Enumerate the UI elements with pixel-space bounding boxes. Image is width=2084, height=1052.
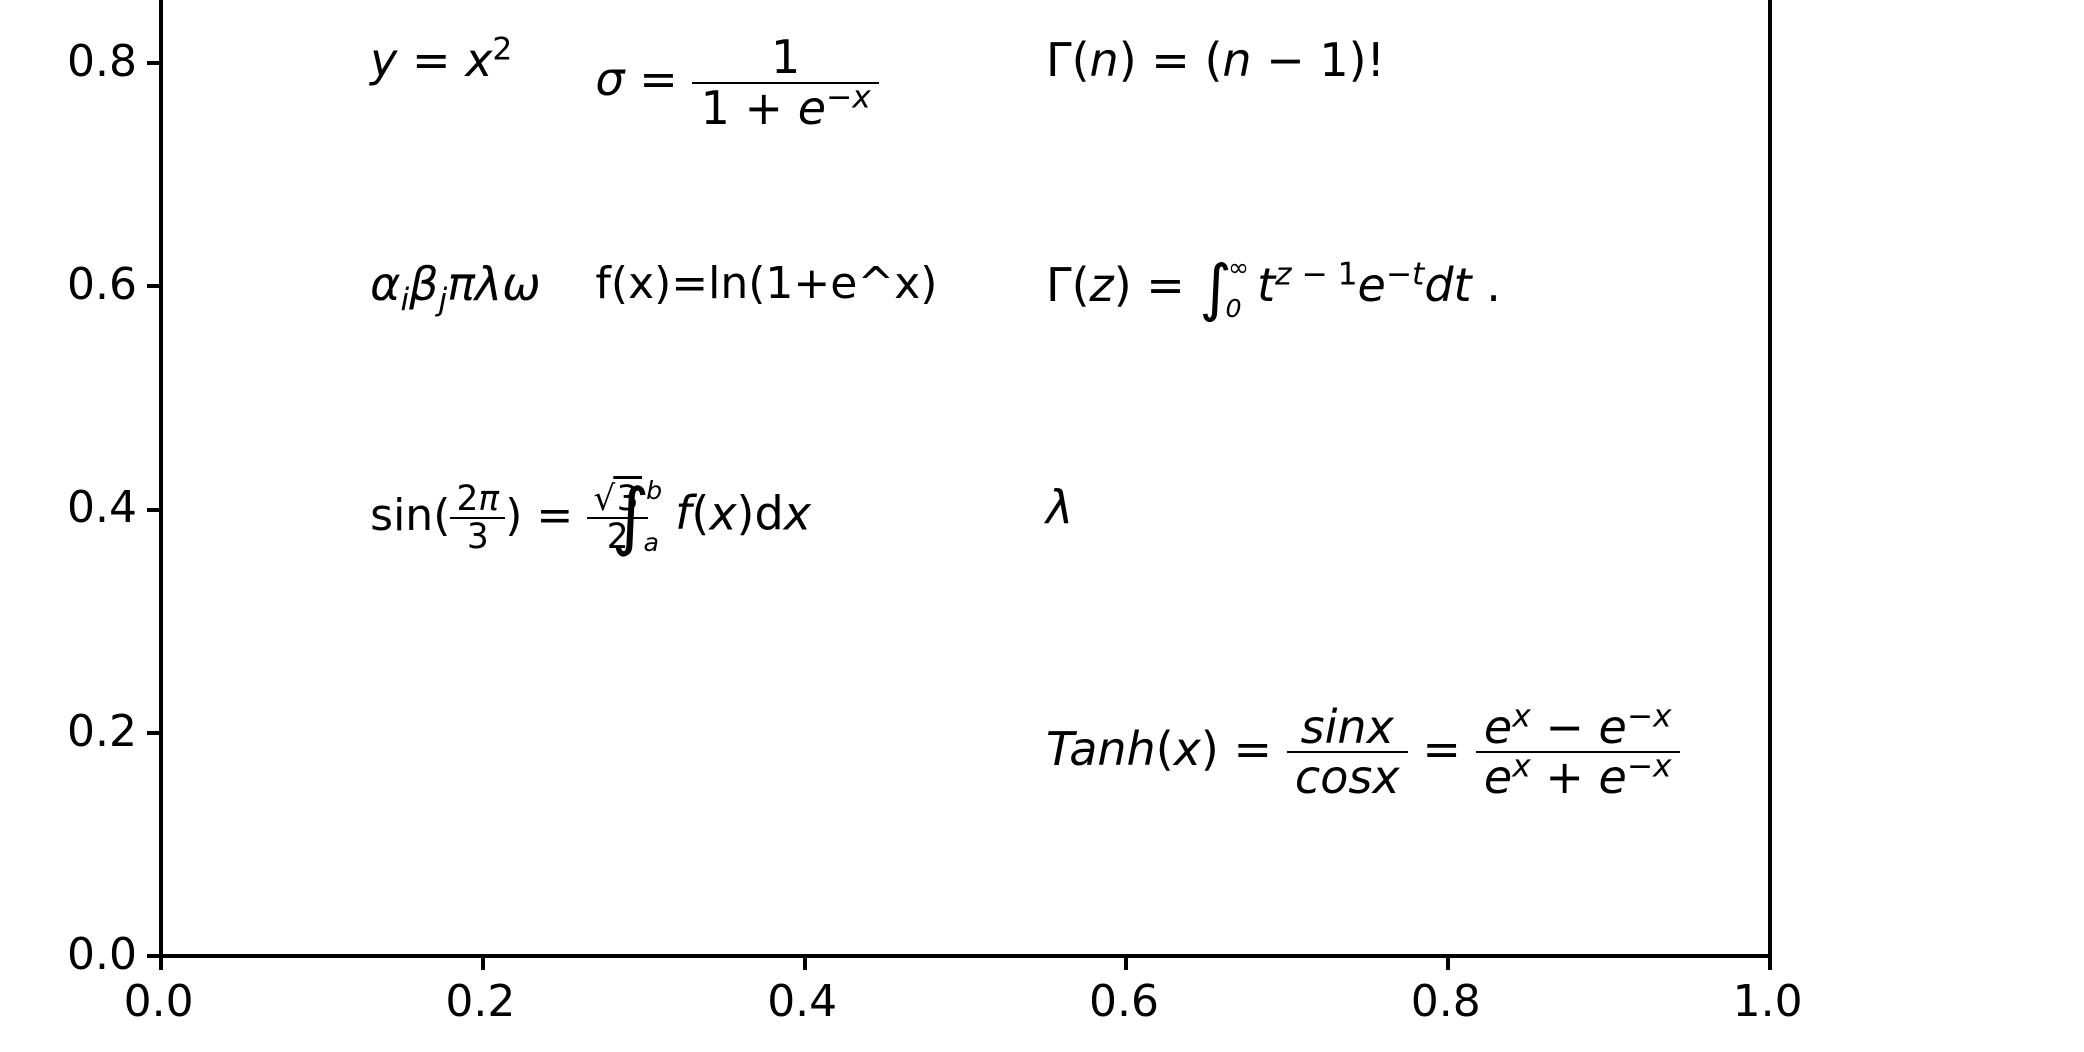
spine-bottom: [159, 954, 1772, 958]
x-tick-label: 0.8: [1411, 976, 1481, 1027]
y-tick: [147, 731, 161, 735]
formula-greek-letters: αiβjπλω: [370, 257, 541, 311]
integral-sign: ∫∞0: [1199, 257, 1231, 320]
formula-sin-2pi3: sin(2π3) = 3 2: [370, 481, 648, 555]
numerator: 1: [692, 33, 879, 83]
equals: =: [625, 52, 693, 106]
denominator: 1 + e−x: [692, 84, 879, 132]
x-tick: [803, 956, 807, 970]
formula-y-equals-x-squared: y = x2: [370, 33, 512, 87]
x-tick: [1768, 956, 1772, 970]
frac-sin-cos: sinxcosx: [1287, 703, 1408, 802]
formula-lambda: λ: [1046, 480, 1073, 534]
y-tick-label: 0.8: [67, 36, 137, 87]
y-tick-label: 0.0: [67, 929, 137, 980]
sigma: σ: [595, 52, 624, 106]
formula-softplus: f(x)=ln(1+e^x): [595, 258, 937, 309]
spine-left: [159, 0, 163, 958]
frac-2pi-3: 2π3: [450, 481, 505, 555]
formula-definite-integral: ∫baf(x)dx: [612, 480, 811, 554]
x-tick: [159, 956, 163, 970]
y-tick-label: 0.2: [67, 706, 137, 757]
x-tick: [481, 956, 485, 970]
x-tick-label: 0.6: [1089, 976, 1159, 1027]
formula-gamma-integral: Γ(z) = ∫∞0tz − 1e−tdt .: [1046, 257, 1501, 320]
Gamma: Γ: [1046, 33, 1072, 87]
plot-area: [161, 0, 1770, 956]
y-tick-label: 0.6: [67, 259, 137, 310]
x-tick: [1446, 956, 1450, 970]
formula-sigmoid: σ = 11 + e−x: [595, 33, 879, 132]
figure-canvas: 0.0 0.2 0.4 0.6 0.8 0.0 0.2 0.4 0.6 0.8 1.0 y = x…: [0, 0, 2084, 1052]
x-tick-label: 0.4: [767, 976, 837, 1027]
formula-gamma-n: Γ(n) = (n − 1)!: [1046, 33, 1385, 87]
var-x: x: [465, 33, 492, 87]
formula-tanh: Tanh(x) = sinxcosx = ex − e−xex + e−x: [1046, 703, 1680, 802]
exp-2: 2: [492, 32, 512, 68]
y-tick-label: 0.4: [67, 482, 137, 533]
y-tick: [147, 508, 161, 512]
integral-sign: ∫ba: [612, 480, 650, 554]
var-y: y: [370, 33, 397, 87]
x-tick-label: 0.2: [445, 976, 515, 1027]
y-tick: [147, 284, 161, 288]
equals: =: [397, 33, 465, 87]
x-tick-label: 1.0: [1733, 976, 1803, 1027]
fraction: 11 + e−x: [692, 33, 879, 132]
frac-exp: ex − e−xex + e−x: [1476, 703, 1680, 802]
x-tick: [1124, 956, 1128, 970]
x-tick-label: 0.0: [124, 976, 194, 1027]
spine-right: [1768, 0, 1772, 958]
y-tick: [147, 61, 161, 65]
